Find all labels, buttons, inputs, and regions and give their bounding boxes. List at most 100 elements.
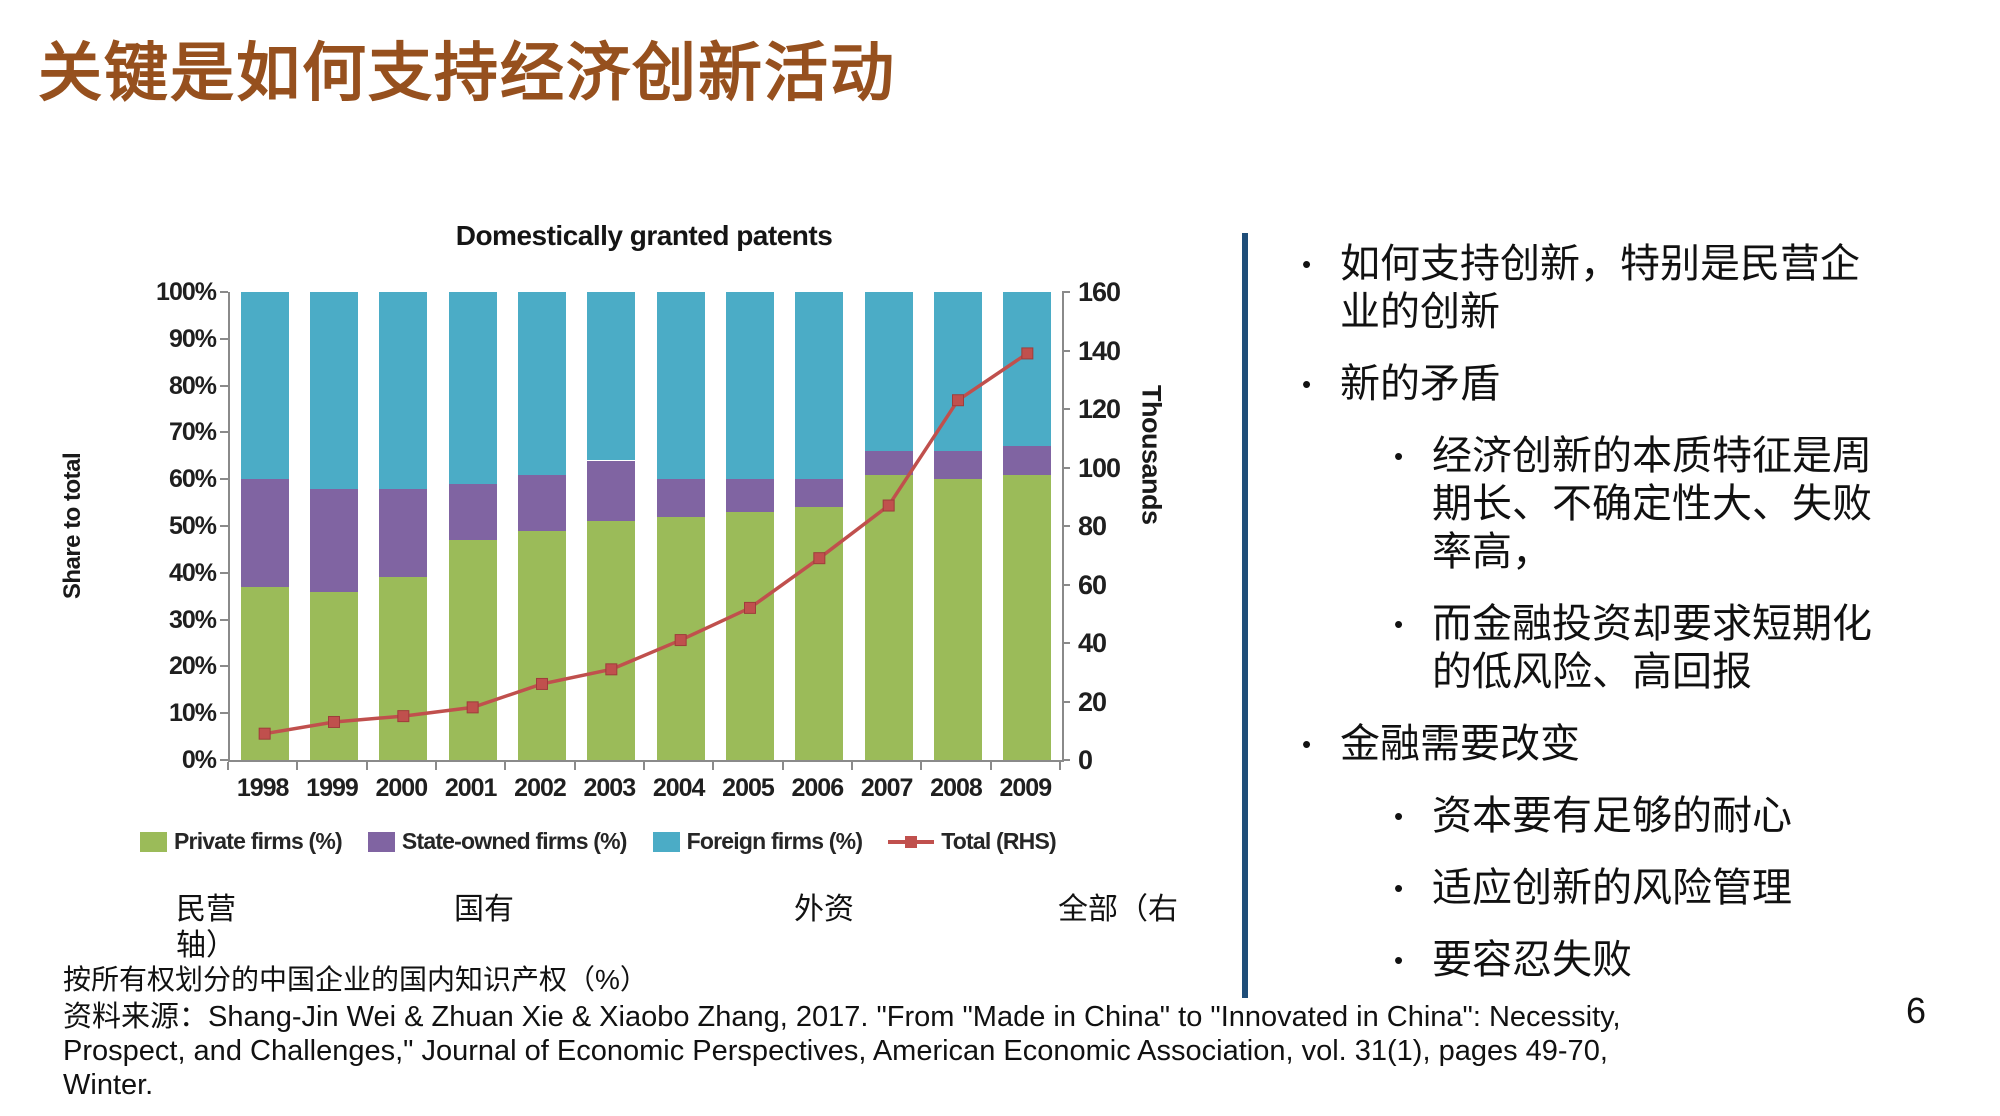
total-marker-2000 (397, 710, 410, 723)
right-tick-160: 160 (1078, 277, 1121, 307)
bar-segment-Private-firms--2008 (934, 479, 982, 760)
right-tick-60: 60 (1078, 569, 1107, 600)
left-tickmark (220, 525, 228, 527)
bar-segment-Private-firms--2005 (726, 511, 774, 760)
total-marker-2006 (813, 552, 826, 565)
vertical-divider (1242, 233, 1248, 998)
left-tick-30%: 30% (168, 605, 217, 634)
left-tick-0%: 0% (181, 746, 217, 774)
x-tickmark (712, 762, 715, 770)
bullet-text: 金融需要改变 (1340, 722, 1580, 766)
total-marker-1998 (258, 727, 271, 740)
legend-label: Total (RHS) (941, 828, 1057, 854)
bar-segment-State-owned-firms--2001 (448, 483, 497, 541)
bar-segment-State-owned-firms--1999 (310, 488, 358, 592)
bar-segment-Private-firms--2003 (587, 521, 636, 760)
bar-segment-State-owned-firms--2003 (587, 460, 636, 522)
legend-item-Foreign-firms-: Foreign firms (%) (652, 828, 863, 855)
bar-segment-Private-firms--2001 (448, 540, 497, 760)
total-marker-2008 (952, 394, 964, 407)
page-number: 6 (1906, 990, 1927, 1031)
x-tick-1999: 1999 (306, 774, 359, 802)
bar-segment-Private-firms--2000 (379, 577, 428, 760)
bullet-item-3: • 经济创新的本质特征是周 期长、不确定性大、失败 率高， (1394, 432, 1992, 576)
left-tick-100%: 100% (156, 278, 217, 306)
legend-swatch-icon (367, 831, 395, 852)
cn-label-private: 民营 (176, 893, 236, 926)
x-tick-2003: 2003 (583, 774, 637, 802)
right-tick-80: 80 (1078, 511, 1107, 541)
left-tickmark (220, 618, 228, 621)
left-tickmark (220, 337, 228, 340)
bullet-item-4: • 而金融投资却要求短期化 的低风险、高回报 (1394, 600, 1992, 696)
x-tick-2005: 2005 (722, 774, 775, 802)
x-tickmark (781, 762, 784, 770)
bar-segment-Foreign-firms--2004 (656, 292, 705, 480)
bullet-dot: • (1394, 609, 1404, 639)
bar-segment-State-owned-firms--2009 (1003, 446, 1052, 475)
total-marker-2003 (605, 663, 618, 676)
bullet-item-8: • 要容忍失败 (1394, 936, 1992, 984)
bar-segment-State-owned-firms--2002 (518, 474, 566, 531)
bar-segment-State-owned-firms--2006 (795, 479, 844, 508)
y-axis-label-left: Share to total (59, 452, 87, 600)
total-marker-2007 (882, 499, 895, 512)
bar-segment-State-owned-firms--2000 (379, 488, 428, 578)
right-tick-100: 100 (1078, 452, 1121, 483)
left-tickmark (220, 431, 228, 434)
total-marker-2001 (466, 701, 479, 714)
bar-segment-State-owned-firms--2008 (934, 451, 982, 480)
bar-segment-Foreign-firms--2000 (379, 292, 428, 489)
left-tick-70%: 70% (168, 418, 217, 447)
bar-segment-Foreign-firms--2003 (587, 292, 636, 461)
total-marker-1999 (328, 715, 340, 728)
left-tick-60%: 60% (168, 465, 217, 494)
slide-title: 关键是如何支持经济创新活动 (38, 37, 896, 109)
x-tickmark (643, 762, 645, 770)
left-tick-40%: 40% (168, 558, 217, 587)
bullet-dot: • (1394, 801, 1404, 831)
chart-legend: Private firms (%) State-owned firms (%) Fo… (140, 828, 1057, 855)
bullet-text: 资本要有足够的耐心 (1432, 794, 1792, 838)
legend-label: Foreign firms (%) (686, 828, 863, 854)
bar-segment-State-owned-firms--2005 (726, 479, 774, 512)
bar-segment-Private-firms--2007 (864, 474, 913, 760)
left-tick-50%: 50% (168, 512, 217, 540)
bar-segment-Private-firms--1999 (310, 591, 358, 760)
cn-label-total-part1: 全部（右 (1058, 893, 1178, 926)
x-tick-2002: 2002 (514, 774, 567, 802)
x-tick-2000: 2000 (375, 774, 429, 802)
x-tickmark (920, 762, 923, 770)
x-tick-2001: 2001 (444, 774, 498, 802)
bar-segment-Foreign-firms--2002 (518, 292, 566, 475)
bullet-text: 新的矛盾 (1340, 362, 1500, 406)
bar-segment-Foreign-firms--1999 (310, 292, 358, 489)
x-tickmark (1059, 762, 1061, 770)
cn-label-total-part2: 轴） (176, 929, 236, 962)
bar-segment-State-owned-firms--2007 (864, 451, 913, 475)
total-line-svg (258, 347, 1034, 740)
left-tick-80%: 80% (168, 371, 217, 400)
legend-label: State-owned firms (%) (401, 828, 628, 854)
right-tick-20: 20 (1078, 686, 1107, 717)
x-tickmark (435, 762, 437, 770)
bar-segment-Foreign-firms--2007 (864, 292, 913, 452)
x-tickmark (227, 762, 229, 770)
right-tick-40: 40 (1078, 628, 1107, 658)
legend-swatch-icon (652, 831, 680, 852)
total-marker-2009 (1021, 347, 1034, 360)
bar-segment-Foreign-firms--2009 (1003, 292, 1052, 447)
bullet-item-1: • 如何支持创新，特别是民营企 业的创新 (1302, 240, 1992, 336)
left-tickmark (220, 291, 228, 293)
bullet-item-7: • 适应创新的风险管理 (1394, 864, 1992, 912)
total-line (264, 351, 1029, 736)
source-citation: 资料来源：Shang-Jin Wei & Zhuan Xie & Xiaobo … (63, 1001, 1621, 1101)
x-tickmark (989, 762, 992, 770)
left-tickmark (220, 478, 228, 481)
x-tickmark (504, 762, 507, 770)
total-marker-2005 (744, 601, 756, 614)
bar-segment-State-owned-firms--1998 (240, 479, 289, 587)
legend-line-marker (905, 835, 918, 848)
bar-segment-Private-firms--2009 (1003, 474, 1052, 760)
left-tickmark (220, 759, 228, 761)
